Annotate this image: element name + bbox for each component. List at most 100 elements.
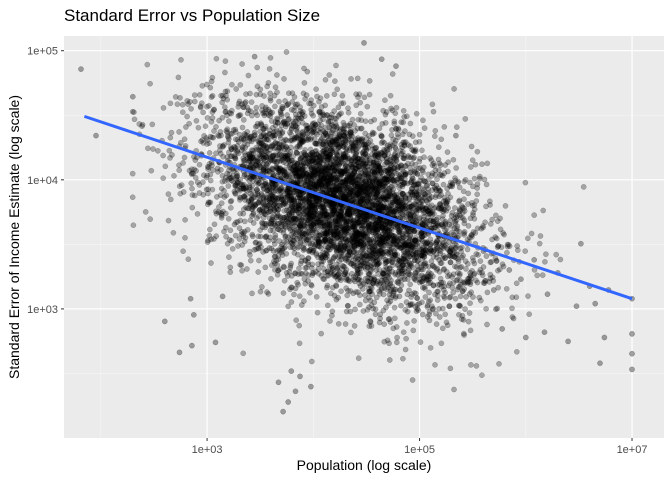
data-point [300, 90, 307, 97]
plot-panel [64, 36, 664, 438]
data-point [290, 215, 297, 222]
data-point [418, 233, 425, 240]
data-point [150, 146, 156, 152]
data-point [272, 103, 278, 110]
data-point [513, 294, 520, 301]
data-point [306, 125, 313, 131]
data-point [504, 249, 510, 256]
data-point [285, 192, 292, 199]
data-point [131, 116, 138, 123]
data-point [341, 244, 348, 251]
data-point [302, 217, 309, 224]
data-point [303, 264, 310, 271]
data-point [292, 223, 298, 229]
data-point [308, 172, 315, 178]
data-point [400, 329, 407, 336]
data-point [386, 316, 393, 322]
data-point [393, 339, 400, 346]
data-point [303, 211, 310, 217]
data-point [221, 142, 227, 148]
data-point [399, 166, 405, 173]
data-point [440, 287, 447, 293]
data-point [271, 92, 278, 99]
data-point [468, 362, 474, 368]
data-point [348, 76, 354, 82]
data-point [362, 169, 369, 176]
data-point [276, 98, 282, 105]
data-point [460, 215, 466, 221]
data-point [388, 227, 395, 233]
data-point [310, 248, 316, 254]
data-point [375, 244, 382, 251]
data-point [319, 253, 326, 260]
data-point [343, 308, 350, 315]
data-point [265, 80, 272, 86]
data-point [204, 163, 211, 170]
data-point [243, 91, 249, 97]
data-point [304, 217, 311, 223]
data-point [339, 236, 346, 242]
data-point [429, 162, 436, 168]
data-point [441, 124, 448, 130]
data-point [358, 125, 364, 132]
data-point [167, 134, 174, 141]
data-point [293, 127, 300, 133]
data-point [341, 125, 347, 131]
data-point [259, 107, 265, 113]
data-point [322, 77, 329, 83]
data-point [444, 149, 451, 155]
data-point [373, 144, 380, 151]
data-point [342, 178, 348, 184]
data-point [466, 234, 473, 241]
data-point [195, 124, 202, 131]
data-point [377, 178, 384, 185]
data-point [320, 186, 326, 192]
data-point [330, 210, 336, 216]
data-point [388, 132, 395, 139]
data-point [378, 242, 385, 249]
data-point [278, 122, 285, 129]
data-point [239, 267, 245, 274]
data-point [436, 268, 443, 275]
data-point [339, 93, 346, 99]
data-point [315, 270, 322, 277]
data-point [315, 170, 322, 176]
data-point [386, 265, 393, 271]
data-point [344, 209, 351, 216]
data-point [222, 178, 228, 184]
data-point [363, 141, 370, 147]
data-point [307, 172, 314, 179]
data-point [451, 225, 458, 232]
data-point [460, 330, 467, 337]
data-point [287, 236, 294, 243]
data-point [228, 174, 234, 181]
data-point [514, 348, 520, 355]
data-point [263, 104, 269, 111]
data-point [296, 265, 302, 272]
data-point [302, 257, 309, 264]
data-point [440, 181, 447, 188]
data-point [350, 178, 356, 185]
data-point [434, 288, 441, 295]
data-point [332, 218, 339, 225]
data-point [442, 289, 448, 296]
data-point [385, 229, 391, 235]
data-point [432, 204, 439, 211]
data-point [249, 206, 256, 212]
data-point [353, 179, 360, 186]
data-point [344, 302, 351, 309]
data-point [461, 205, 467, 211]
data-point [364, 215, 371, 222]
data-point [445, 205, 452, 211]
data-point [387, 141, 394, 148]
data-point [502, 203, 509, 209]
data-point [302, 270, 309, 277]
data-point [402, 346, 409, 353]
data-point [395, 272, 401, 278]
data-point [207, 84, 214, 91]
data-point [452, 218, 458, 225]
data-point [246, 174, 253, 181]
data-point [342, 167, 349, 174]
data-point [327, 221, 334, 228]
data-point [414, 170, 420, 177]
